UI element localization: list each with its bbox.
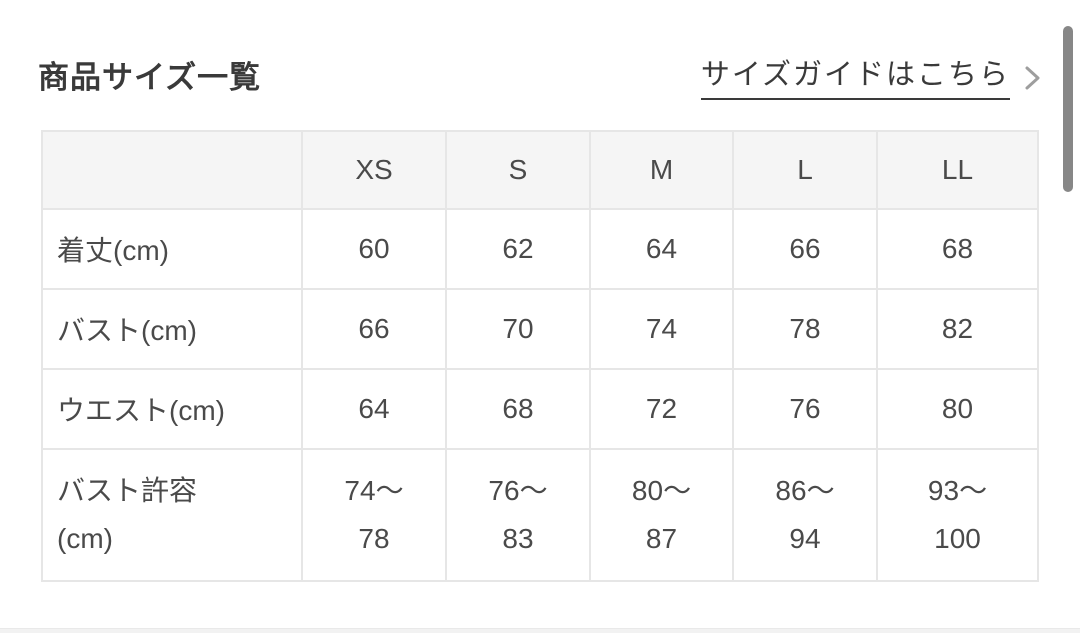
cell-value: 70: [445, 288, 591, 370]
cell-value: 76: [732, 368, 878, 450]
scrollbar-thumb[interactable]: [1063, 26, 1073, 192]
row-label-length: 着丈(cm): [41, 208, 303, 290]
cell-value: 76〜 83: [445, 448, 591, 582]
table-row: ウエスト(cm) 64 68 72 76 80: [41, 368, 1039, 450]
column-header-s: S: [445, 130, 591, 210]
cell-value: 68: [445, 368, 591, 450]
column-header-xs: XS: [301, 130, 447, 210]
row-label-waist: ウエスト(cm): [41, 368, 303, 450]
table-row: バスト許容 (cm) 74〜 78 76〜 83 80〜 87 86〜 94 9…: [41, 448, 1039, 582]
cell-value: 64: [589, 208, 734, 290]
cell-value: 80: [876, 368, 1039, 450]
chevron-right-icon: [1024, 64, 1042, 92]
cell-value: 60: [301, 208, 447, 290]
cell-value: 80〜 87: [589, 448, 734, 582]
cell-value: 64: [301, 368, 447, 450]
row-label-bust-allowance: バスト許容 (cm): [41, 448, 303, 582]
column-header-l: L: [732, 130, 878, 210]
table-row: バスト(cm) 66 70 74 78 82: [41, 288, 1039, 370]
size-table-header-row: XS S M L LL: [41, 130, 1039, 210]
size-table: XS S M L LL 着丈(cm) 60 62 64 66 68 バスト(cm…: [41, 130, 1039, 582]
cell-value: 74〜 78: [301, 448, 447, 582]
cell-value: 86〜 94: [732, 448, 878, 582]
cell-value: 93〜 100: [876, 448, 1039, 582]
cell-value: 72: [589, 368, 734, 450]
column-header-empty: [41, 130, 303, 210]
column-header-m: M: [589, 130, 734, 210]
page-title: 商品サイズ一覧: [38, 60, 262, 95]
cell-value: 62: [445, 208, 591, 290]
cell-value: 78: [732, 288, 878, 370]
cell-value: 66: [732, 208, 878, 290]
cell-value: 74: [589, 288, 734, 370]
column-header-ll: LL: [876, 130, 1039, 210]
section-header: 商品サイズ一覧 サイズガイドはこちら: [38, 52, 1042, 100]
next-section-edge: [0, 628, 1080, 633]
size-guide-link[interactable]: サイズガイドはこちら: [700, 55, 1042, 100]
size-guide-link-label[interactable]: サイズガイドはこちら: [700, 55, 1010, 100]
cell-value: 68: [876, 208, 1039, 290]
cell-value: 82: [876, 288, 1039, 370]
row-label-bust: バスト(cm): [41, 288, 303, 370]
table-row: 着丈(cm) 60 62 64 66 68: [41, 208, 1039, 290]
cell-value: 66: [301, 288, 447, 370]
